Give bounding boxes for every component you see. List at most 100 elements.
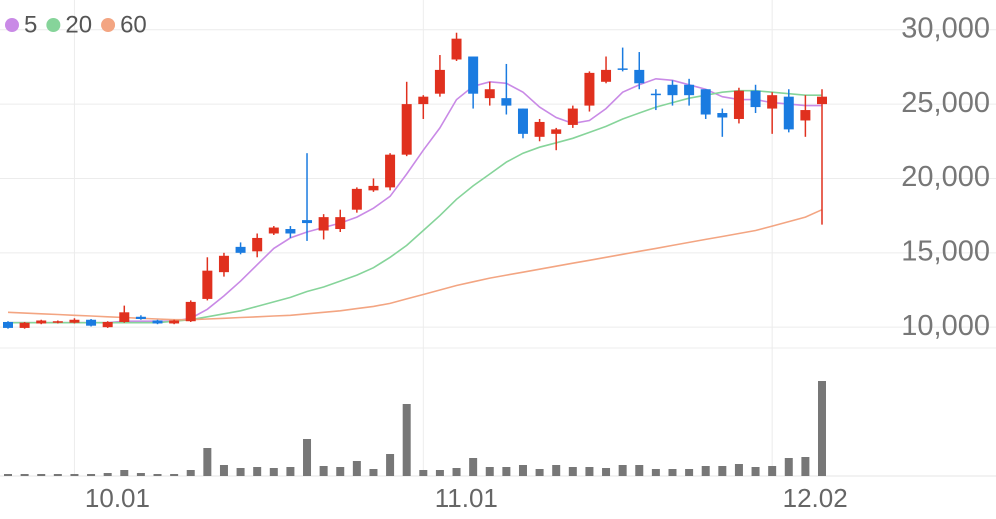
- candle-body: [468, 56, 479, 94]
- candle-body: [52, 321, 63, 323]
- candle-body: [567, 108, 578, 125]
- volume-bar: [319, 466, 328, 476]
- candle-body: [368, 185, 379, 191]
- volume-bar: [585, 467, 594, 476]
- y-tick-label: 25,000: [901, 87, 990, 119]
- volume-bar: [20, 474, 29, 476]
- volume-bar: [70, 474, 79, 476]
- y-tick-label: 20,000: [901, 161, 990, 193]
- volume-bar: [369, 469, 378, 476]
- candle-body: [534, 121, 545, 137]
- x-tick-label: 12.02: [783, 483, 848, 513]
- candle-body: [135, 316, 146, 319]
- volume-bar: [435, 470, 444, 476]
- candle-body: [684, 84, 695, 96]
- moving-average-line: [8, 77, 822, 324]
- volume-bar: [419, 470, 428, 476]
- candle-body: [484, 89, 495, 99]
- moving-average-line: [8, 89, 822, 324]
- candle-body: [3, 321, 13, 328]
- volume-bar: [203, 448, 212, 476]
- volume-bar: [784, 458, 793, 476]
- legend-label: 60: [120, 11, 147, 38]
- candle-body: [335, 217, 346, 230]
- candle-body: [517, 108, 528, 134]
- candle-body: [601, 69, 612, 82]
- volume-bar: [269, 468, 278, 476]
- volume-bar: [452, 468, 461, 476]
- volume-bar: [336, 467, 345, 476]
- volume-bar: [751, 467, 760, 476]
- volume-bar: [701, 466, 710, 476]
- candle-body: [501, 98, 512, 106]
- volume-bar: [768, 466, 777, 476]
- candle-body: [202, 270, 213, 299]
- moving-average-line: [7, 208, 823, 321]
- candle-body: [19, 322, 30, 328]
- volume-bar: [502, 467, 511, 476]
- candle-body: [235, 246, 246, 253]
- y-tick-label: 30,000: [901, 12, 990, 44]
- candle-body: [650, 93, 661, 96]
- volume-bar: [535, 469, 544, 476]
- candle-body: [36, 320, 47, 324]
- candle-body: [700, 89, 711, 115]
- candle-body: [302, 220, 313, 224]
- candle-body: [102, 321, 113, 328]
- legend-label: 20: [65, 11, 92, 38]
- legend-marker: [5, 18, 19, 32]
- candle-body: [285, 229, 296, 234]
- candle-body: [584, 72, 595, 106]
- legend-label: 5: [24, 11, 37, 38]
- volume-bar: [402, 404, 411, 476]
- candle-body: [783, 96, 794, 130]
- candle-body: [617, 68, 628, 70]
- candle-body: [750, 90, 761, 108]
- volume-bar: [170, 474, 179, 476]
- volume-bar: [568, 467, 577, 476]
- volume-bar: [186, 470, 195, 476]
- volume-bar: [87, 474, 96, 476]
- volume-bar: [286, 467, 295, 476]
- volume-bar: [668, 469, 677, 476]
- candle-body: [551, 129, 562, 134]
- volume-bar: [386, 454, 395, 476]
- volume-bar: [4, 474, 12, 476]
- candle-body: [318, 217, 329, 231]
- volume-bar: [635, 465, 644, 476]
- volume-bar: [352, 461, 361, 476]
- volume-bar: [734, 464, 743, 476]
- candle-body: [385, 154, 396, 188]
- candle-body: [86, 319, 97, 326]
- volume-bar: [136, 473, 145, 476]
- legend-marker: [46, 18, 61, 32]
- volume-bar: [818, 381, 826, 476]
- candle-body: [69, 319, 80, 323]
- candle-body: [401, 104, 412, 155]
- volume-bar: [37, 474, 46, 476]
- volume-bar: [618, 465, 627, 476]
- x-tick-label: 10.01: [85, 483, 150, 513]
- volume-bar: [485, 467, 494, 476]
- candle-body: [252, 237, 263, 252]
- candle-body: [218, 255, 229, 273]
- candle-body: [717, 113, 728, 118]
- candle-body: [634, 69, 645, 84]
- candle-body: [418, 96, 429, 105]
- candle-body: [800, 110, 811, 121]
- volume-bar: [552, 465, 561, 476]
- candle-body: [767, 95, 778, 109]
- candle-body: [119, 312, 130, 322]
- candle-body: [434, 69, 445, 94]
- candle-body: [667, 84, 678, 96]
- volume-bar: [801, 457, 810, 476]
- volume-bar: [685, 469, 694, 476]
- volume-bar: [53, 474, 62, 476]
- volume-bar: [103, 473, 112, 476]
- volume-bar: [303, 439, 312, 476]
- volume-bar: [236, 468, 245, 476]
- candle-body: [268, 227, 279, 234]
- x-tick-label: 11.01: [435, 483, 498, 513]
- volume-bar: [153, 474, 162, 476]
